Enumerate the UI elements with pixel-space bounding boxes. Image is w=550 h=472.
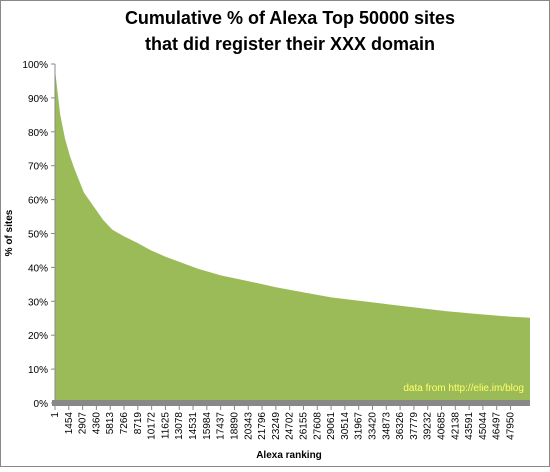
y-tick-label: 50% <box>28 230 48 241</box>
y-axis-label: % of sites <box>4 209 15 256</box>
x-tick-label: 39232 <box>423 412 434 440</box>
x-tick-label: 18890 <box>229 412 240 440</box>
x-tick-label: 5813 <box>105 412 116 435</box>
x-tick-label: 10172 <box>147 412 158 440</box>
area-line <box>54 74 531 319</box>
x-tick-label: 43591 <box>464 412 475 440</box>
x-tick-label: 47950 <box>506 412 517 440</box>
x-tick-label: 46497 <box>492 412 503 440</box>
x-tick-label: 23249 <box>271 412 282 440</box>
x-tick-label: 26155 <box>298 412 309 440</box>
x-tick-label: 21796 <box>257 412 268 440</box>
x-tick-label: 15984 <box>202 412 213 440</box>
y-tick-label: 80% <box>28 128 48 139</box>
x-tick-label: 30514 <box>340 412 351 440</box>
x-tick-label: 40685 <box>437 412 448 440</box>
area-fill <box>55 74 530 404</box>
y-tick-label: 60% <box>28 196 48 207</box>
x-tick-label: 14531 <box>188 412 199 440</box>
y-tick-label: 90% <box>28 94 48 105</box>
x-tick-label: 31967 <box>354 412 365 440</box>
chart-title: that did register their XXX domain <box>145 34 435 54</box>
y-tick-label: 10% <box>28 365 48 376</box>
y-tick-label: 30% <box>28 297 48 308</box>
y-tick-label: 70% <box>28 162 48 173</box>
x-tick-label: 17437 <box>216 412 227 440</box>
y-tick-label: 40% <box>28 263 48 274</box>
y-tick-label: 20% <box>28 331 48 342</box>
y-tick-label: 0% <box>34 399 49 410</box>
x-tick-label: 29061 <box>326 412 337 440</box>
x-tick-label: 36326 <box>395 412 406 440</box>
annotation: data from http://elie.im/blog <box>403 383 524 394</box>
y-tick-label: 100% <box>22 60 48 71</box>
x-tick-label: 2907 <box>78 412 89 435</box>
x-tick-label: 7266 <box>119 412 130 435</box>
x-tick-label: 8719 <box>133 412 144 435</box>
x-tick-label: 13078 <box>174 412 185 440</box>
x-tick-label: 1454 <box>64 412 75 435</box>
x-axis-label: Alexa ranking <box>256 450 322 461</box>
x-axis <box>52 400 530 406</box>
x-tick-label: 34873 <box>381 412 392 440</box>
x-tick-label: 20343 <box>243 412 254 440</box>
x-tick-label: 4360 <box>91 412 102 435</box>
x-tick-label: 27608 <box>312 412 323 440</box>
x-tick-label: 33420 <box>367 412 378 440</box>
x-tick-label: 11625 <box>160 412 171 440</box>
x-tick-label: 1 <box>50 412 61 418</box>
chart-title: Cumulative % of Alexa Top 50000 sites <box>125 8 455 28</box>
x-tick-label: 37779 <box>409 412 420 440</box>
x-tick-label: 45044 <box>478 412 489 440</box>
x-tick-label: 42138 <box>450 412 461 440</box>
x-tick-label: 24702 <box>285 412 296 440</box>
